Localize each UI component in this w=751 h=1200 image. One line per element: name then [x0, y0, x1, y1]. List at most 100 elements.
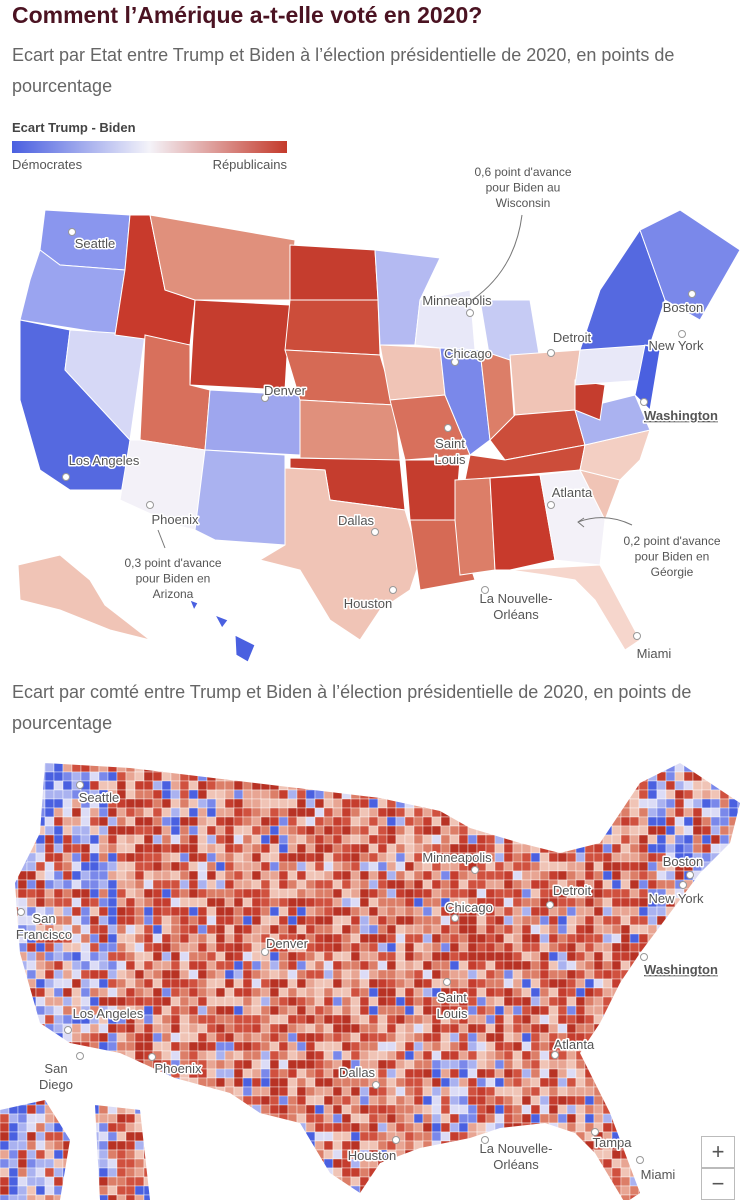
county [170, 771, 181, 782]
zoom-out[interactable]: − [701, 1168, 735, 1200]
county [269, 798, 280, 809]
county [251, 852, 262, 863]
county [584, 960, 595, 971]
county [26, 879, 37, 890]
county [530, 1005, 541, 1016]
county [413, 870, 424, 881]
county [26, 763, 37, 773]
county [440, 942, 451, 953]
county [242, 870, 253, 881]
county [53, 1185, 64, 1196]
county [296, 789, 307, 800]
county [8, 771, 19, 782]
county [521, 1185, 532, 1196]
county [8, 816, 19, 827]
county [98, 1050, 109, 1061]
county [116, 1176, 127, 1187]
county [575, 1113, 586, 1124]
county [521, 763, 532, 773]
county [44, 978, 55, 989]
county [296, 969, 307, 980]
county [332, 1140, 343, 1151]
county [485, 924, 496, 935]
county [467, 1014, 478, 1025]
county [431, 807, 442, 818]
county [575, 1185, 586, 1196]
county [377, 1113, 388, 1124]
county [494, 987, 505, 998]
county [251, 816, 262, 827]
county [377, 879, 388, 890]
county [521, 1032, 532, 1043]
county [17, 1113, 28, 1124]
zoom-in[interactable]: + [701, 1136, 735, 1168]
county [530, 978, 541, 989]
county [17, 1158, 28, 1169]
county [260, 816, 271, 827]
county [242, 1077, 253, 1088]
county [692, 924, 703, 935]
county [35, 763, 46, 764]
county [593, 897, 604, 908]
county [674, 915, 685, 926]
county [368, 861, 379, 872]
county [116, 951, 127, 962]
county [476, 1068, 487, 1079]
county [737, 1032, 740, 1043]
county [215, 870, 226, 881]
county [719, 1086, 730, 1097]
county [44, 798, 55, 809]
county [674, 807, 685, 818]
county [233, 1158, 244, 1169]
county [494, 1068, 505, 1079]
county [233, 1104, 244, 1115]
county [197, 897, 208, 908]
county [747, 1006, 751, 1015]
state [634, 344, 661, 412]
county [467, 969, 478, 980]
county [323, 1113, 334, 1124]
county [98, 906, 109, 917]
county [449, 1086, 460, 1097]
county [557, 1023, 568, 1034]
county [458, 1140, 469, 1151]
county [692, 816, 703, 827]
county [35, 852, 46, 863]
county [179, 816, 190, 827]
county [89, 969, 100, 980]
county [737, 1023, 740, 1034]
county [179, 978, 190, 989]
county [350, 978, 361, 989]
county [143, 834, 154, 845]
county [314, 969, 325, 980]
county [620, 1194, 631, 1200]
county [134, 1032, 145, 1043]
county [485, 942, 496, 953]
county [89, 897, 100, 908]
county [224, 960, 235, 971]
county [638, 843, 649, 854]
county [737, 843, 740, 854]
county [170, 1131, 181, 1142]
county [656, 1059, 667, 1070]
county [638, 915, 649, 926]
county [108, 745, 117, 754]
county [53, 870, 64, 881]
county [710, 897, 721, 908]
county [368, 825, 379, 836]
county [558, 745, 567, 754]
county [620, 888, 631, 899]
county [584, 1023, 595, 1034]
county [116, 1095, 127, 1106]
county [251, 942, 262, 953]
county [44, 1023, 55, 1034]
county [566, 996, 577, 1007]
county [548, 1005, 559, 1016]
county [656, 996, 667, 1007]
county [620, 960, 631, 971]
county [575, 816, 586, 827]
county [647, 1149, 658, 1160]
county [747, 1150, 751, 1159]
county [557, 763, 568, 764]
county [413, 807, 424, 818]
